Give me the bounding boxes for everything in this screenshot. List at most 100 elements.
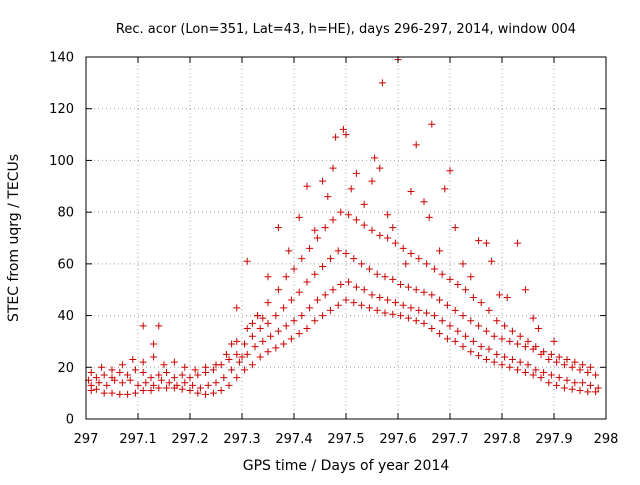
data-point-low	[228, 366, 236, 374]
data-point-base	[217, 387, 225, 395]
data-point-mid	[342, 250, 350, 258]
data-point-base	[475, 352, 483, 360]
data-point-high	[532, 343, 540, 351]
data-point-high	[337, 208, 345, 216]
data-point-base	[272, 344, 280, 352]
data-point-high	[477, 299, 485, 307]
x-tick-label: 298	[594, 432, 619, 447]
data-point-mid	[131, 366, 139, 374]
data-point-peak	[425, 213, 433, 221]
data-point-peak	[371, 154, 379, 162]
data-point-base	[482, 356, 490, 364]
data-point-peak	[467, 273, 475, 281]
data-point-mid	[108, 374, 116, 382]
data-point-low	[103, 381, 111, 389]
data-point-low	[469, 337, 477, 345]
data-point-low	[267, 332, 275, 340]
data-point-mid	[373, 270, 381, 278]
data-point-peak	[319, 177, 327, 185]
data-point-low	[251, 343, 259, 351]
data-point-base	[373, 306, 381, 314]
x-tick-label: 297.3	[223, 432, 260, 447]
data-point-low	[579, 379, 587, 387]
data-point-mid	[490, 332, 498, 340]
data-point-low	[415, 306, 423, 314]
data-point-high	[298, 255, 306, 263]
data-point-base	[451, 337, 459, 345]
data-point-base	[529, 371, 537, 379]
data-point-base	[576, 387, 584, 395]
data-point-mid	[592, 371, 600, 379]
data-point-peak	[441, 185, 449, 193]
data-point-mid	[233, 350, 241, 358]
data-point-base	[248, 361, 256, 369]
data-point-low	[446, 322, 454, 330]
points-layer	[85, 56, 602, 398]
data-point-base	[537, 374, 545, 382]
data-point-peak	[285, 247, 293, 255]
data-point-low	[368, 291, 376, 299]
data-point-peak	[233, 304, 241, 312]
data-point-low	[571, 379, 579, 387]
data-point-base	[100, 389, 108, 397]
data-point-low	[212, 379, 220, 387]
data-point-mid	[576, 366, 584, 374]
data-point-low	[274, 327, 282, 335]
data-point-high	[313, 234, 321, 242]
data-point-mid	[155, 371, 163, 379]
data-point-peak	[324, 193, 332, 201]
data-point-mid	[381, 273, 389, 281]
data-point-mid	[326, 255, 334, 263]
data-point-high	[516, 332, 524, 340]
data-point-low	[493, 350, 501, 358]
x-tick-label: 297.8	[483, 432, 520, 447]
data-point-low	[181, 379, 189, 387]
x-tick-label: 297.9	[535, 432, 572, 447]
data-point-base	[412, 317, 420, 325]
data-point-low	[345, 278, 353, 286]
data-point-low	[430, 312, 438, 320]
data-point-mid	[553, 358, 561, 366]
data-point-base	[365, 304, 373, 312]
data-point-high	[555, 353, 563, 361]
data-point-peak	[150, 340, 158, 348]
data-point-base	[194, 389, 202, 397]
x-tick-label: 297.4	[275, 432, 312, 447]
data-point-low	[282, 322, 290, 330]
data-point-mid	[365, 265, 373, 273]
data-point-base	[358, 301, 366, 309]
data-point-base	[443, 335, 451, 343]
data-point-mid	[303, 278, 311, 286]
data-point-mid	[248, 332, 256, 340]
y-tick-label: 140	[49, 51, 74, 66]
data-point-base	[428, 325, 436, 332]
data-point-mid	[194, 371, 202, 379]
data-point-low	[477, 343, 485, 351]
data-point-base	[506, 363, 514, 371]
data-point-high	[264, 299, 272, 307]
data-point-low	[547, 371, 555, 379]
data-point-mid	[139, 368, 147, 376]
data-point-mid	[467, 317, 475, 325]
data-point-peak	[436, 247, 444, 255]
data-point-base	[553, 381, 561, 389]
data-point-peak	[352, 169, 360, 177]
data-point-low	[337, 281, 345, 289]
data-point-base	[163, 384, 171, 392]
data-point-mid	[350, 255, 358, 263]
data-point-base	[147, 387, 155, 395]
data-point-peak	[550, 337, 558, 345]
data-point-peak	[514, 239, 522, 247]
data-point-high	[160, 361, 168, 369]
data-point-base	[256, 353, 264, 361]
data-point-base	[397, 312, 405, 320]
data-point-high	[181, 363, 189, 371]
data-point-peak	[311, 226, 319, 234]
data-point-low	[462, 332, 470, 340]
data-point-peak	[428, 120, 436, 128]
data-point-mid	[521, 343, 529, 351]
data-point-mid	[397, 281, 405, 289]
data-point-low	[165, 379, 173, 387]
y-axis-title: STEC from uqrg / TECUs	[6, 154, 22, 322]
